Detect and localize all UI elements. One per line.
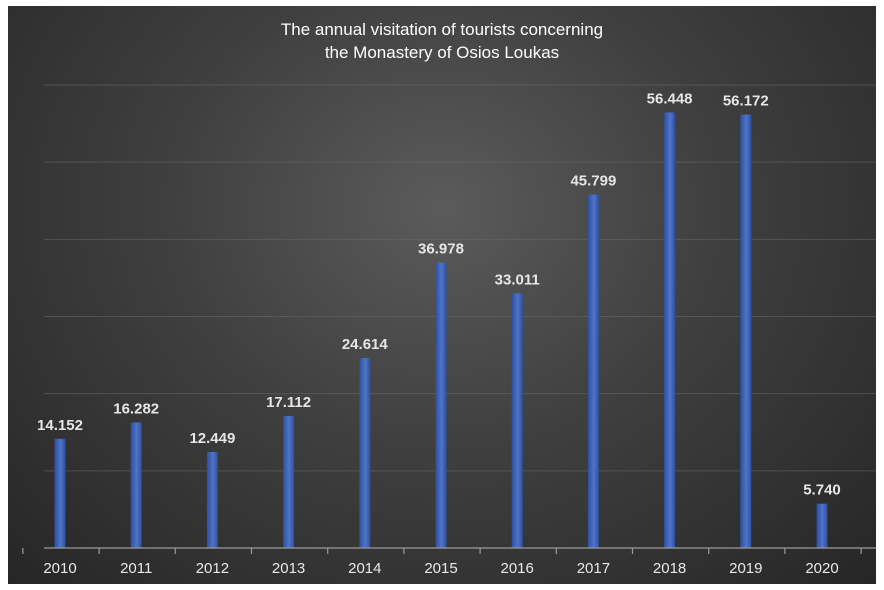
bar-2020: [816, 503, 828, 548]
x-tick-label-2014: 2014: [348, 560, 381, 577]
bar-2014: [359, 358, 371, 548]
data-label-2020: 5.740: [803, 482, 841, 499]
bar-2011: [130, 422, 142, 548]
data-label-2017: 45.799: [570, 173, 616, 190]
x-tick-label-2019: 2019: [729, 560, 762, 577]
x-tick-label-2013: 2013: [272, 560, 305, 577]
x-tick-label-2010: 2010: [43, 560, 76, 577]
data-label-2015: 36.978: [418, 241, 464, 258]
bars: 14.152 16.282 12.449 17.112 24.614 36.978 33.0…: [37, 90, 841, 548]
x-tick-label-2011: 2011: [120, 560, 152, 577]
data-label-2016: 33.011: [495, 271, 540, 288]
bar-2015: [435, 262, 447, 548]
x-tick-label-2012: 2012: [196, 560, 229, 577]
bar-2017: [587, 194, 599, 548]
x-tick-label-2015: 2015: [424, 560, 457, 577]
bar-2013: [283, 415, 295, 548]
chart-title-line-1: The annual visitation of tourists concer…: [281, 20, 603, 39]
x-tick-label-2016: 2016: [501, 560, 534, 577]
data-label-2011: 16.282: [113, 400, 159, 417]
data-label-2010: 14.152: [37, 417, 83, 434]
bar-2012: [206, 451, 218, 548]
chart-frame: The annual visitation of tourists concer…: [8, 6, 876, 584]
bar-2019: [740, 114, 752, 548]
data-label-2019: 56.172: [723, 93, 769, 110]
gridlines: [44, 84, 876, 472]
data-label-2012: 12.449: [189, 430, 235, 447]
x-tick-label-2018: 2018: [653, 560, 686, 577]
data-label-2018: 56.448: [647, 90, 693, 107]
bar-2018: [664, 112, 676, 548]
data-label-2013: 17.112: [266, 394, 311, 411]
x-tick-label-2017: 2017: [577, 560, 610, 577]
bar-2016: [511, 293, 523, 548]
x-tick-label-2020: 2020: [805, 560, 838, 577]
bar-2010: [54, 438, 66, 548]
data-label-2014: 24.614: [342, 336, 389, 353]
chart-title-line-2: the Monastery of Osios Loukas: [325, 43, 559, 62]
x-axis: 2010 2011 2012 2013 2014 2015 2016 2017 2018 2019…: [22, 547, 876, 577]
bar-chart: The annual visitation of tourists concer…: [22, 20, 876, 577]
